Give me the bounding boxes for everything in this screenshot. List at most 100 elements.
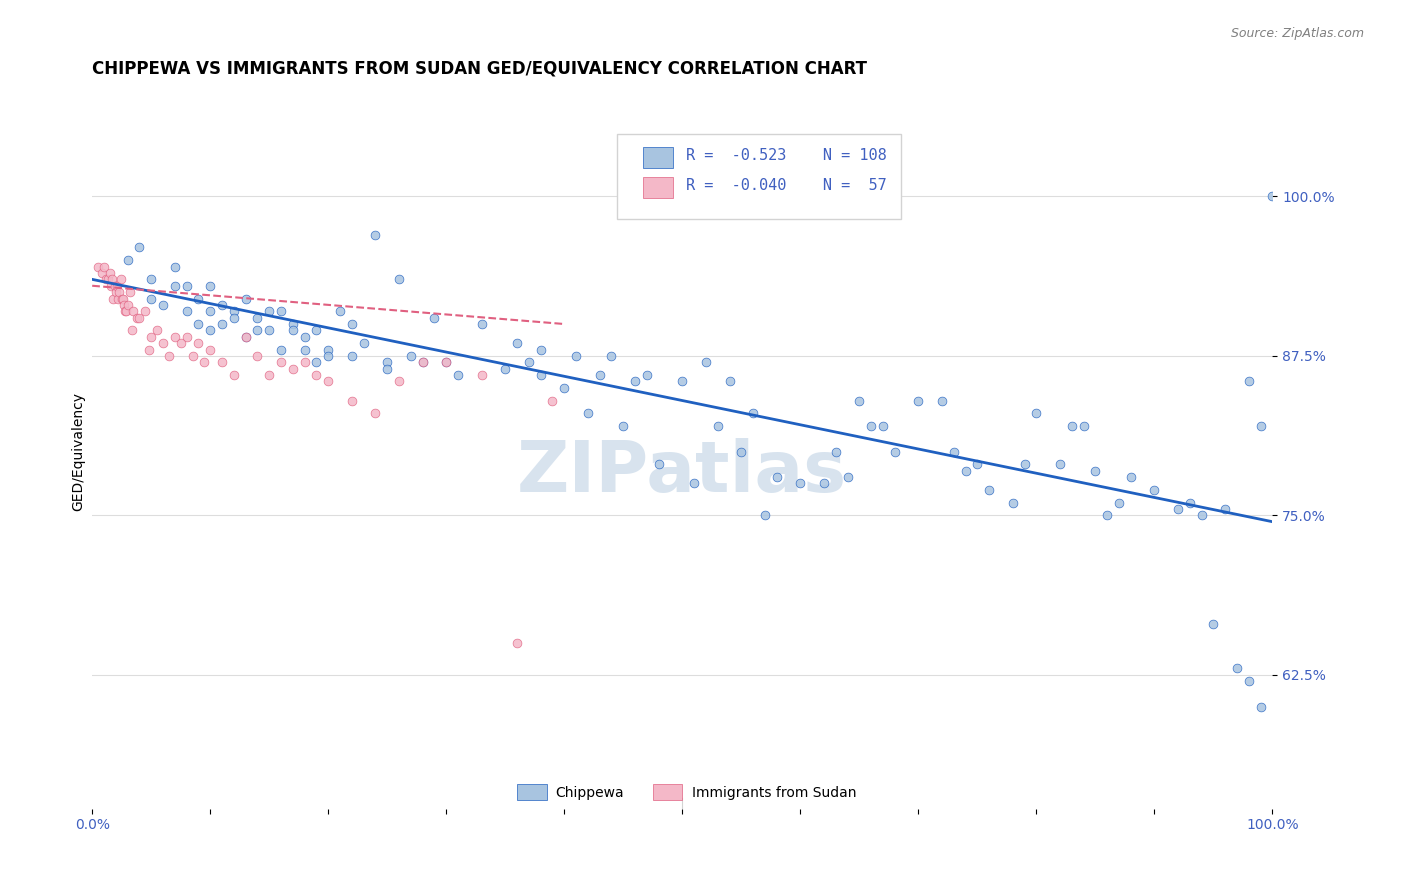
Point (1237, 674, 1260, 689)
Point (765, 470, 787, 484)
Point (152, 336, 174, 351)
Bar (517, 784, 547, 800)
Point (553, 381, 575, 395)
Point (222, 368, 245, 382)
Point (246, 323, 269, 337)
Point (754, 508, 776, 523)
Point (176, 330, 198, 344)
Point (211, 355, 233, 369)
Point (163, 278, 186, 293)
Text: Immigrants from Sudan: Immigrants from Sudan (692, 786, 856, 800)
Point (837, 470, 859, 484)
Point (90, 266, 112, 280)
Point (316, 375, 339, 389)
Point (98, 266, 121, 280)
Point (134, 304, 156, 318)
Point (121, 323, 143, 337)
Point (257, 304, 280, 318)
Point (115, 304, 138, 318)
Point (1226, 661, 1249, 675)
Point (824, 444, 846, 458)
Point (111, 292, 134, 306)
Point (211, 317, 233, 331)
Point (96, 272, 118, 286)
Point (176, 278, 198, 293)
Point (329, 304, 352, 318)
Point (412, 355, 434, 369)
Point (612, 419, 634, 434)
Point (270, 304, 292, 318)
Point (200, 278, 222, 293)
Bar (652, 784, 682, 800)
Point (246, 349, 269, 363)
Point (222, 310, 245, 325)
Point (636, 368, 658, 382)
Point (447, 368, 470, 382)
Point (718, 375, 741, 389)
Point (117, 253, 139, 268)
Point (375, 361, 398, 376)
Point (138, 343, 160, 357)
Point (187, 317, 209, 331)
Point (200, 343, 222, 357)
Point (93, 260, 115, 274)
Point (1060, 419, 1083, 434)
Point (1261, 189, 1284, 203)
Point (146, 323, 169, 337)
Point (157, 349, 180, 363)
Point (1213, 502, 1236, 516)
Point (105, 278, 128, 293)
Point (316, 343, 339, 357)
Text: R =  -0.040    N =  57: R = -0.040 N = 57 (686, 178, 887, 193)
Point (163, 260, 186, 274)
Point (1095, 508, 1118, 523)
Point (128, 310, 150, 325)
Point (235, 292, 257, 306)
Point (1025, 406, 1047, 420)
Point (1108, 495, 1130, 509)
Point (979, 483, 1001, 497)
Point (125, 310, 148, 325)
Point (110, 272, 132, 286)
Point (576, 406, 599, 420)
Point (624, 375, 647, 389)
Point (860, 419, 883, 434)
Point (122, 304, 145, 318)
Point (388, 375, 411, 389)
Point (565, 349, 588, 363)
Point (412, 355, 434, 369)
Point (294, 343, 316, 357)
Point (104, 278, 127, 293)
Point (789, 476, 811, 491)
Point (730, 444, 752, 458)
Point (193, 355, 215, 369)
Point (671, 375, 693, 389)
Point (108, 285, 131, 299)
Point (270, 355, 292, 369)
Point (114, 304, 136, 318)
FancyBboxPatch shape (617, 134, 901, 219)
Point (1167, 502, 1189, 516)
Point (87, 260, 110, 274)
Point (235, 330, 257, 344)
Point (235, 330, 257, 344)
Point (848, 393, 870, 408)
Point (706, 419, 728, 434)
Point (1001, 495, 1024, 509)
Point (931, 393, 953, 408)
Point (294, 330, 316, 344)
Point (1084, 464, 1107, 478)
Point (1119, 470, 1142, 484)
Point (1178, 495, 1201, 509)
Text: Source: ZipAtlas.com: Source: ZipAtlas.com (1230, 27, 1364, 40)
Point (589, 368, 612, 382)
Y-axis label: GED/Equivalency: GED/Equivalency (72, 392, 86, 511)
Point (1237, 375, 1260, 389)
Point (118, 285, 141, 299)
Point (163, 330, 186, 344)
Point (907, 393, 929, 408)
Point (112, 298, 135, 312)
Point (305, 323, 328, 337)
Point (104, 285, 127, 299)
Point (1250, 699, 1272, 714)
